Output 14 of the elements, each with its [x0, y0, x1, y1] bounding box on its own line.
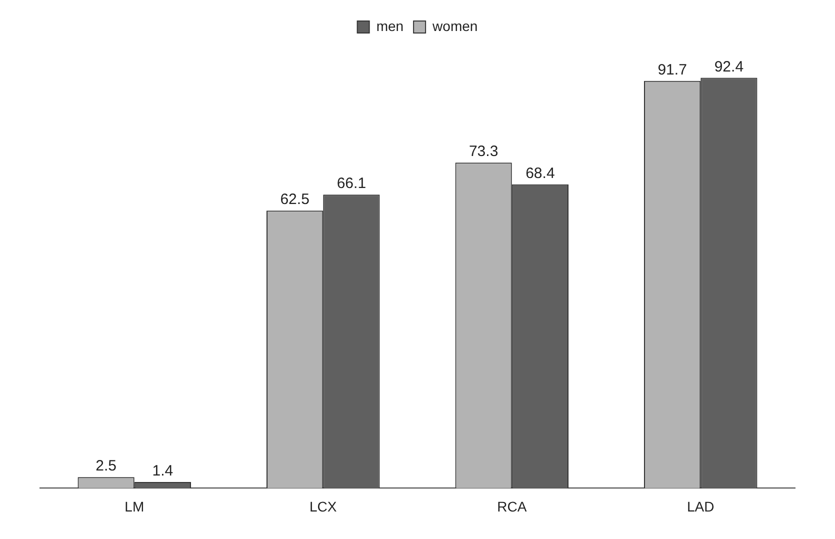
- x-tick-label: LAD: [687, 498, 714, 514]
- data-label: 68.4: [526, 165, 555, 182]
- x-tick-label: LCX: [310, 498, 338, 514]
- legend-label: women: [432, 18, 478, 34]
- data-label: 1.4: [152, 462, 174, 480]
- data-label: 2.5: [96, 458, 116, 475]
- data-label: 91.7: [658, 62, 687, 79]
- data-label: 92.4: [714, 58, 744, 76]
- x-tick-label: LM: [124, 498, 144, 514]
- data-label: 66.1: [336, 175, 366, 192]
- legend-label: men: [376, 18, 404, 34]
- x-tick-label: RCA: [497, 498, 528, 514]
- data-label: 62.5: [280, 191, 310, 208]
- data-label: 73.3: [468, 143, 498, 160]
